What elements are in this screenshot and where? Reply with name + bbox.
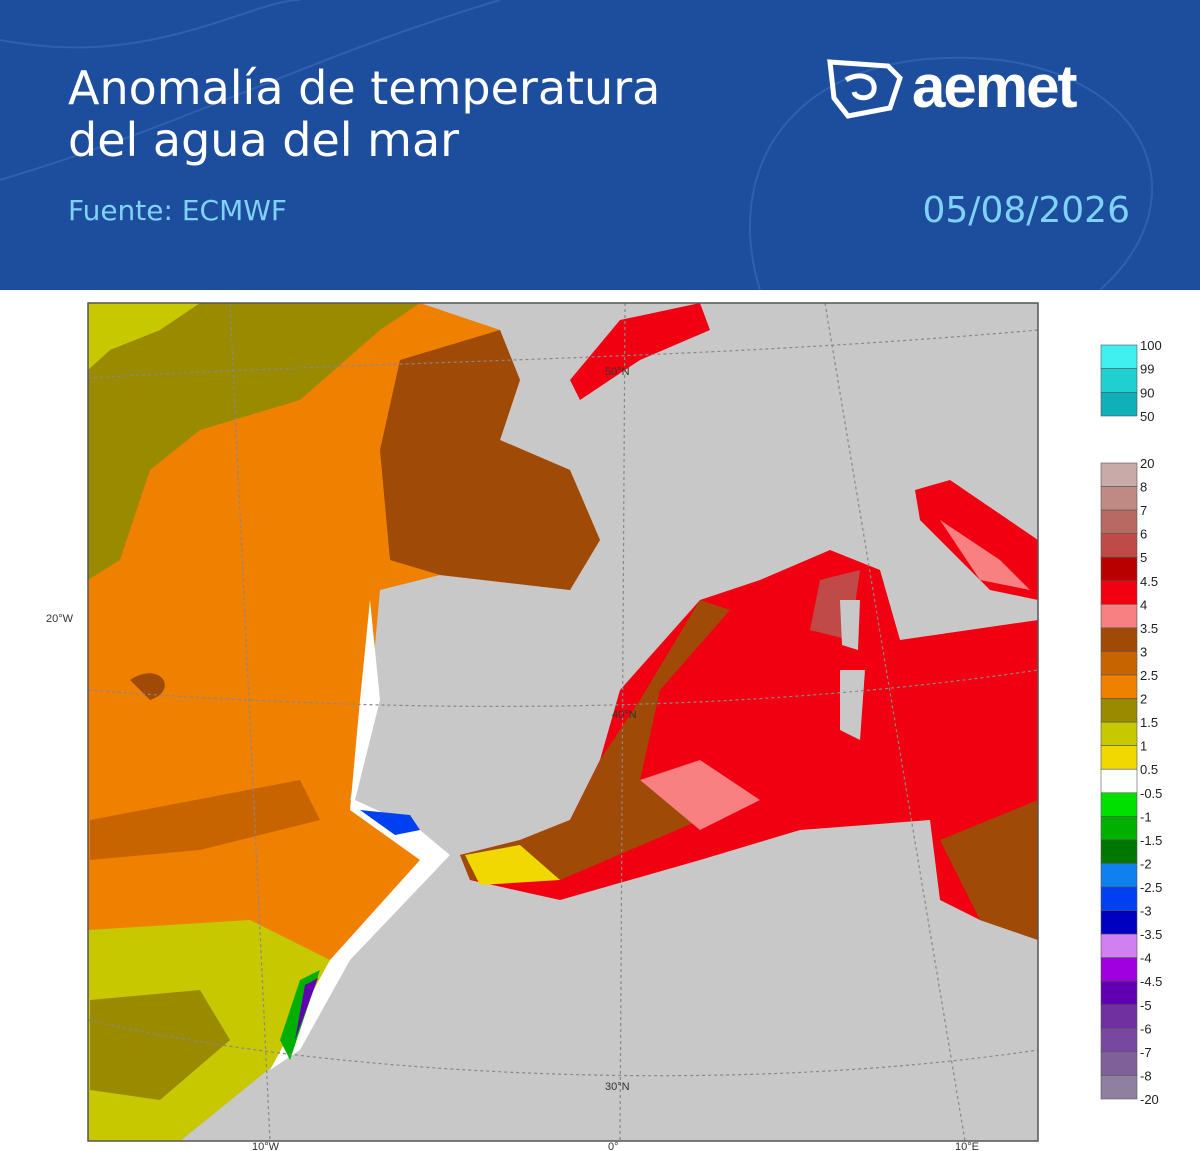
legend-label: -4.5 [1140, 974, 1162, 989]
legend-label: 0.5 [1140, 762, 1158, 777]
legend-swatch [1100, 745, 1138, 770]
legend-swatch [1100, 580, 1138, 605]
legend-label: -8 [1140, 1068, 1152, 1083]
title-line: Anomalía de temperatura [68, 61, 661, 115]
legend-label: 100 [1140, 338, 1162, 353]
legend-label: -7 [1140, 1045, 1152, 1060]
legend-swatch [1100, 604, 1138, 629]
legend-label: 8 [1140, 480, 1147, 495]
legend-label: -6 [1140, 1021, 1152, 1036]
legend-label: 4 [1140, 597, 1147, 612]
lon-label: 10°W [252, 1141, 280, 1151]
title-line: del agua del mar [68, 113, 460, 167]
legend-swatch [1100, 768, 1138, 794]
mediterranean [460, 303, 1038, 940]
legend-swatch [1100, 1004, 1138, 1029]
legend-swatch [1100, 980, 1138, 1006]
legend-label: 2 [1140, 692, 1147, 707]
legend-swatch [1100, 839, 1138, 864]
legend-swatch [1100, 344, 1138, 369]
legend-label: -20 [1140, 1092, 1159, 1107]
legend-swatch [1100, 1075, 1138, 1100]
legend-label: -5 [1140, 998, 1152, 1013]
header: Anomalía de temperatura del agua del mar… [0, 0, 1200, 290]
header-decoration [0, 0, 1153, 290]
legend-label: 3.5 [1140, 621, 1158, 636]
lat-label: 30°N [605, 1081, 630, 1093]
legend-label: -2.5 [1140, 880, 1162, 895]
lon-label: 20°W [46, 613, 74, 625]
legend-label: 6 [1140, 527, 1147, 542]
legend-label: -4 [1140, 951, 1152, 966]
legend-swatch [1100, 627, 1138, 652]
legend-label: 1 [1140, 739, 1147, 754]
legend-label: 5 [1140, 550, 1147, 565]
logo: aemet [912, 53, 1077, 120]
legend-swatch [1100, 486, 1138, 511]
legend-label: -2 [1140, 856, 1152, 871]
date: 05/08/2026 [922, 190, 1131, 231]
lat-label: 50°N [605, 366, 630, 378]
legend-label: 50 [1140, 409, 1154, 424]
legend-swatch [1100, 368, 1138, 393]
legend-swatch [1100, 392, 1138, 417]
legend-label: 7 [1140, 503, 1147, 518]
legend-swatch [1100, 651, 1138, 676]
lat-label: 40°N [612, 709, 637, 721]
legend-swatch [1100, 886, 1138, 911]
legend-swatch [1100, 910, 1138, 935]
legend-swatch [1100, 462, 1138, 487]
legend-label: -3.5 [1140, 927, 1162, 942]
legend-label: 3 [1140, 644, 1147, 659]
legend-label: -1 [1140, 809, 1152, 824]
legend-swatch [1100, 792, 1138, 817]
legend-label: 90 [1140, 385, 1154, 400]
legend-swatch [1100, 1051, 1138, 1076]
legend-swatch [1100, 721, 1138, 746]
legend-swatch [1100, 698, 1138, 723]
legend-swatch [1100, 933, 1138, 958]
legend-label: 99 [1140, 362, 1154, 377]
legend-swatch [1100, 863, 1138, 888]
legend-label: -0.5 [1140, 786, 1162, 801]
legend-label: -1.5 [1140, 833, 1162, 848]
legend-label: 4.5 [1140, 574, 1158, 589]
map-frame [87, 302, 1039, 1142]
atlantic [88, 303, 600, 1141]
lon-label: 10°E [955, 1141, 979, 1151]
legend-swatch [1100, 533, 1138, 558]
map-panel: 50°N 40°N 30°N 20°W 10°W 0° 10°E 100 99 90 50 20 8 7… [46, 302, 1162, 1151]
legend-label: 20 [1140, 456, 1154, 471]
lon-label: 0° [608, 1141, 619, 1151]
legend-swatch [1100, 674, 1138, 699]
graticule [87, 302, 1039, 1142]
legend-label: 2.5 [1140, 668, 1158, 683]
legend-label: 1.5 [1140, 715, 1158, 730]
source: Fuente: ECMWF [68, 194, 288, 227]
legend-swatch [1100, 1028, 1138, 1053]
legend-swatch [1100, 509, 1138, 534]
legend-swatch [1100, 556, 1138, 582]
legend-swatch [1100, 957, 1138, 982]
legend-swatch [1100, 816, 1138, 841]
legend-label: -3 [1140, 904, 1152, 919]
